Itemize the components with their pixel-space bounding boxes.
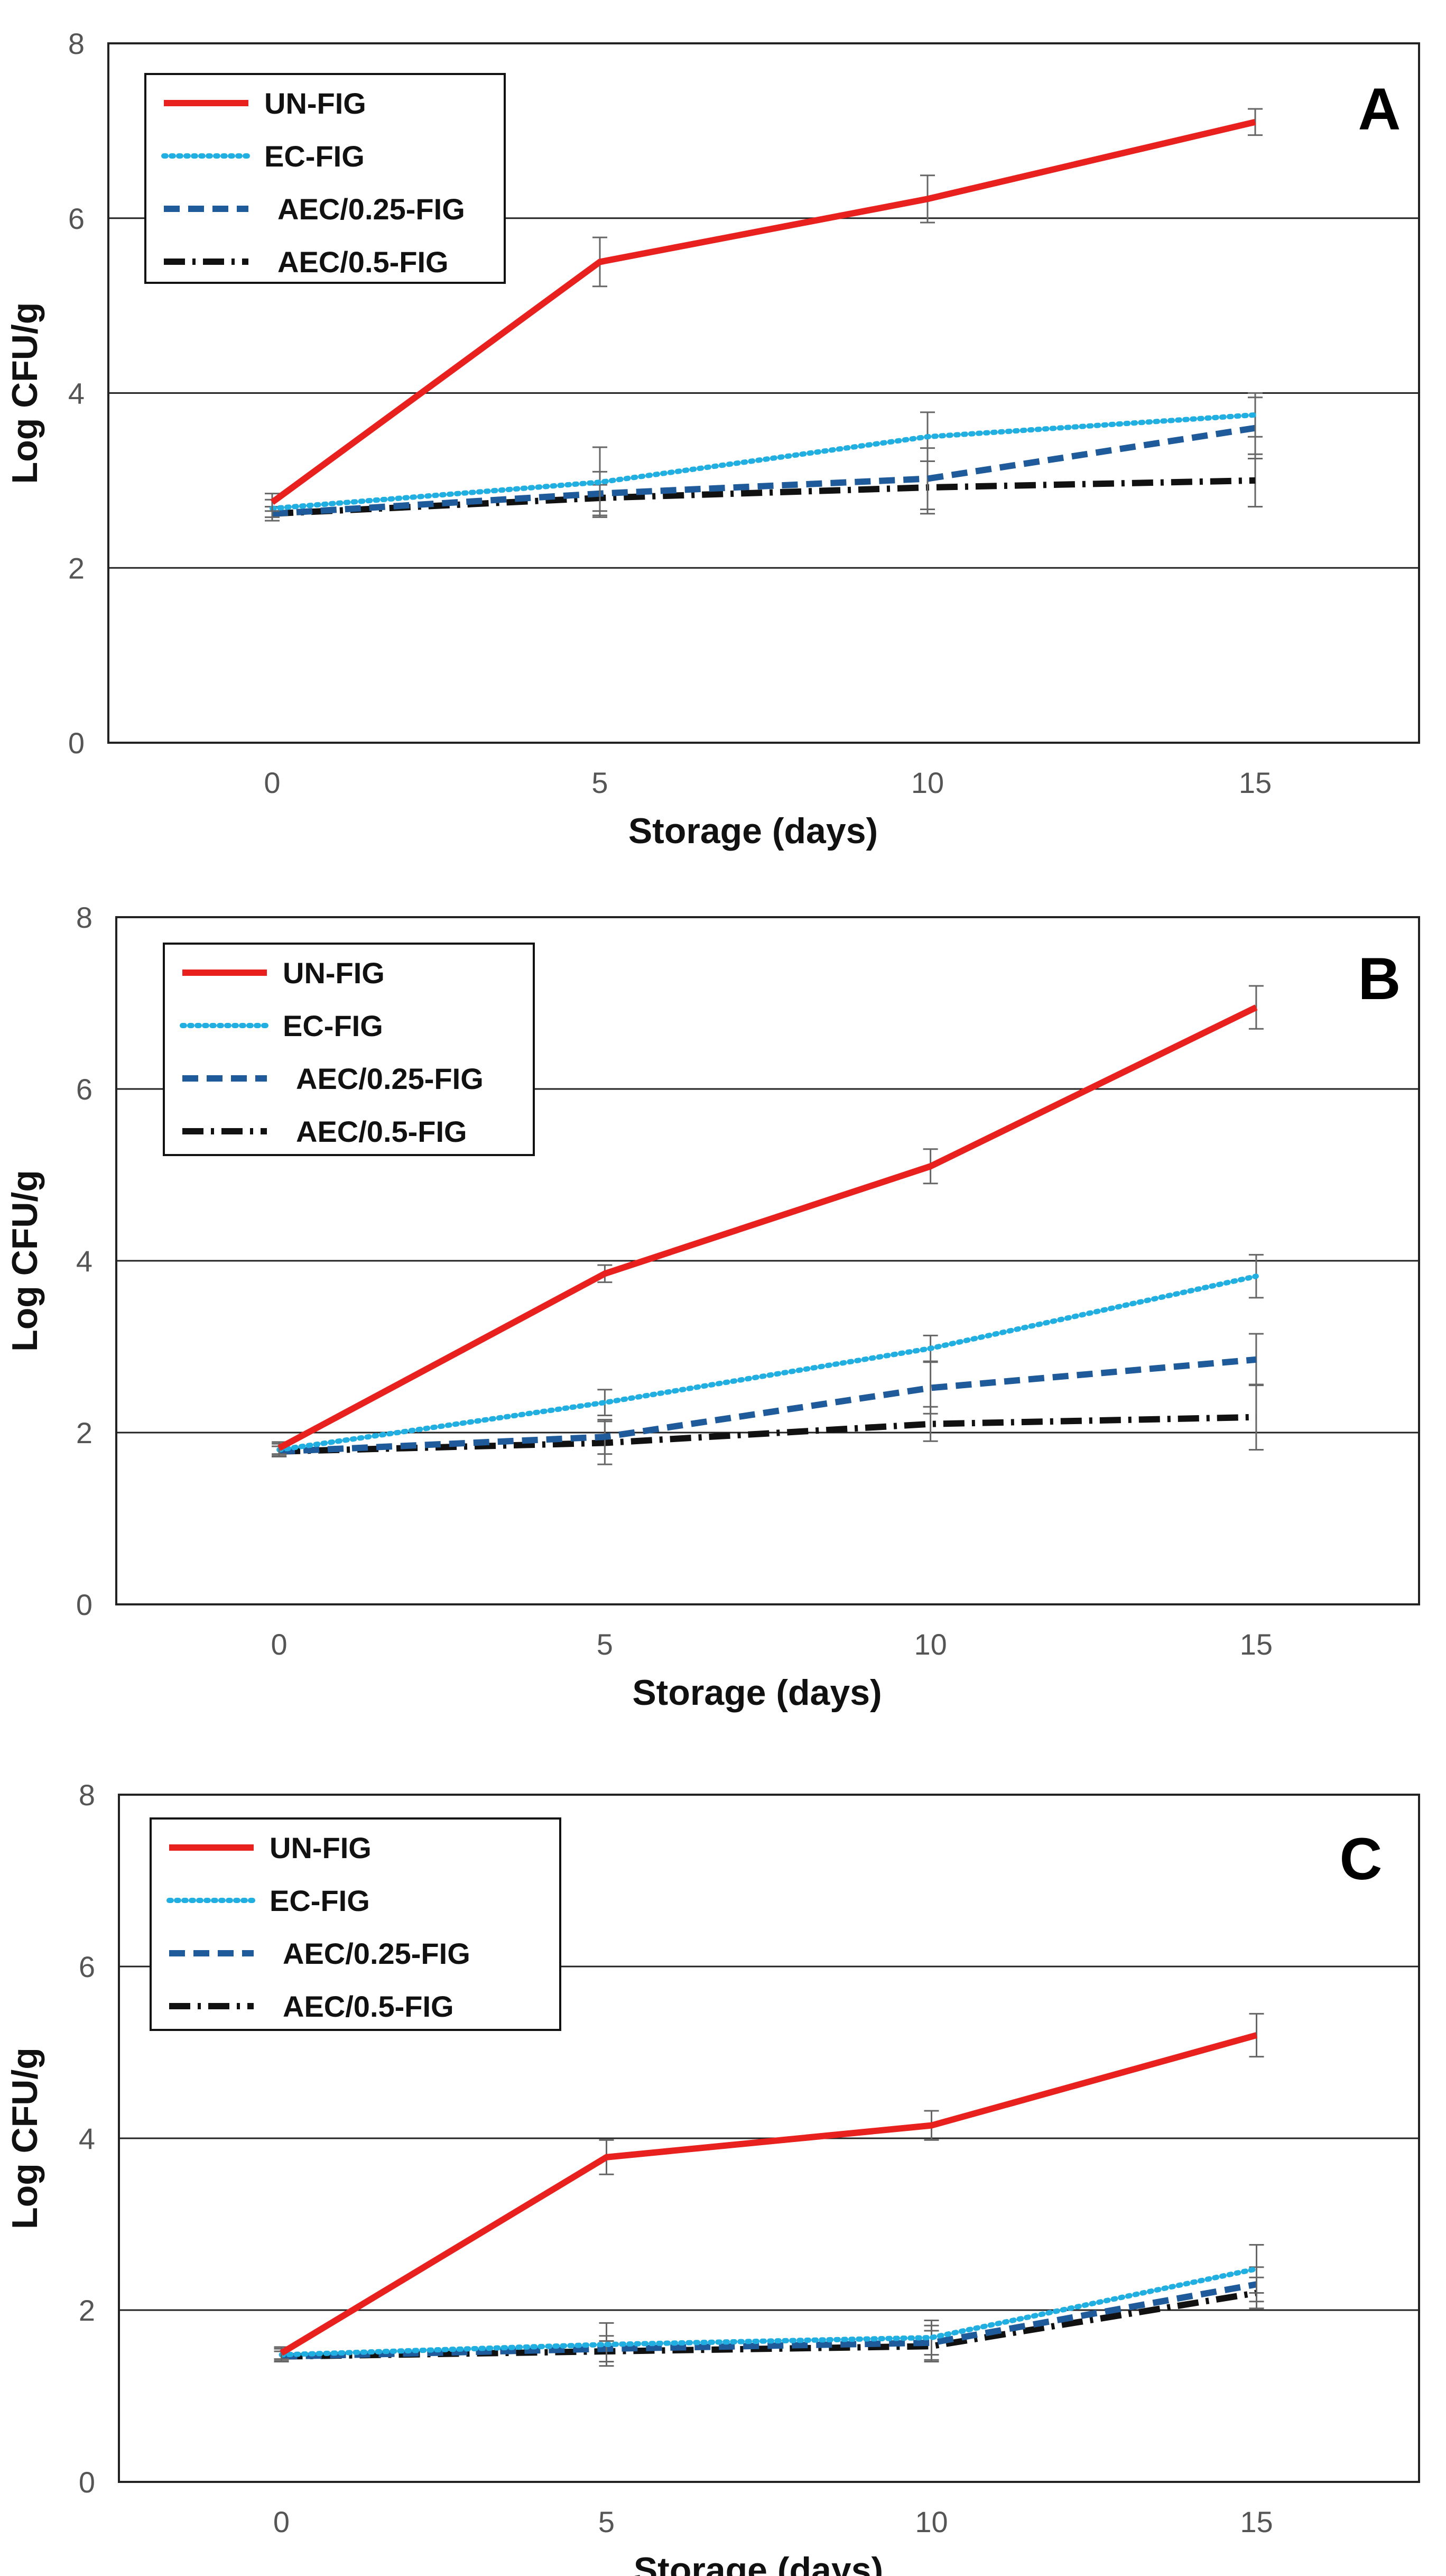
plot-frame (115, 916, 1420, 1605)
legend-label-aec-0-25-fig: AEC/0.25-FIG (283, 1937, 470, 1970)
legend-label-aec-0-25-fig: AEC/0.25-FIG (296, 1062, 484, 1095)
panel-a-chart: 0 2 4 6 8 0 5 10 15 Storage (days) Log CFU/g UN-FIG… (5, 27, 1420, 851)
y-tick-label: 0 (76, 1588, 92, 1621)
series-line-aec-0-25-fig (272, 424, 1256, 517)
y-tick-label: 6 (68, 202, 85, 235)
y-tick-label: 0 (68, 726, 85, 760)
y-tick-label: 8 (79, 1778, 95, 1812)
x-tick-label: 10 (915, 2505, 948, 2538)
x-tick-label: 0 (271, 1628, 288, 1661)
series-line-ec-fig (279, 2266, 1259, 2358)
y-tick-label: 8 (76, 901, 92, 934)
y-tick-label: 6 (79, 1950, 95, 1983)
legend-label-aec-0-5-fig: AEC/0.5-FIG (296, 1115, 467, 1148)
legend: UN-FIG EC-FIG AEC/0.25-FIG AEC/0.5-FIG (144, 73, 506, 284)
y-axis-label: Log CFU/g (5, 2047, 45, 2229)
series-line-ec-fig (276, 1273, 1259, 1453)
legend-label-ec-fig: EC-FIG (270, 1884, 370, 1917)
legend-label-un-fig: UN-FIG (264, 87, 366, 120)
series-line-aec-0-25-fig (281, 2281, 1257, 2360)
legend-box (163, 943, 535, 1156)
series-line-un-fig (280, 2032, 1258, 2356)
y-tick-label: 2 (76, 1416, 92, 1449)
x-tick-label: 0 (264, 766, 280, 799)
series-line-aec-0-25-fig (279, 1356, 1257, 1455)
series-line-ec-fig (270, 412, 1258, 511)
x-tick-label: 10 (914, 1628, 947, 1661)
x-axis-label: Storage (days) (632, 1673, 882, 1713)
y-tick-label: 2 (79, 2294, 95, 2327)
x-tick-label: 15 (1240, 2505, 1273, 2538)
legend-label-aec-0-25-fig: AEC/0.25-FIG (277, 192, 465, 226)
panel-c-chart: 0 2 4 6 8 0 5 10 15 Storage (days) Log CFU/g UN-FIG… (5, 1778, 1420, 2576)
y-axis-label: Log CFU/g (5, 302, 45, 484)
y-axis-label: Log CFU/g (5, 1170, 45, 1352)
panel-letter: A (1358, 76, 1401, 142)
y-tick-label: 8 (68, 27, 85, 60)
series-line-aec-0-5-fig (272, 477, 1256, 517)
x-tick-label: 15 (1240, 1628, 1273, 1661)
legend-label-ec-fig: EC-FIG (283, 1009, 383, 1042)
legend-label-ec-fig: EC-FIG (264, 140, 365, 173)
y-tick-label: 4 (76, 1244, 92, 1278)
x-tick-label: 5 (598, 2505, 615, 2538)
y-tick-label: 4 (68, 377, 85, 410)
series-line-un-fig (277, 1004, 1258, 1451)
legend-box (150, 1817, 561, 2031)
legend: UN-FIG EC-FIG AEC/0.25-FIG AEC/0.5-FIG (163, 943, 535, 1156)
legend-box (144, 73, 506, 284)
series-line-un-fig (270, 118, 1256, 505)
plot-frame (107, 42, 1420, 744)
plot-frame (118, 1794, 1420, 2483)
x-tick-label: 10 (911, 766, 944, 799)
y-tick-label: 4 (79, 2122, 95, 2155)
legend: UN-FIG EC-FIG AEC/0.25-FIG AEC/0.5-FIG (150, 1817, 561, 2031)
x-tick-label: 5 (591, 766, 608, 799)
x-tick-label: 5 (597, 1628, 613, 1661)
series-line-aec-0-5-fig (279, 1414, 1257, 1455)
y-tick-label: 6 (76, 1073, 92, 1106)
y-tick-label: 2 (68, 551, 85, 585)
legend-label-un-fig: UN-FIG (283, 956, 385, 990)
legend-label-aec-0-5-fig: AEC/0.5-FIG (283, 1990, 454, 2023)
x-tick-label: 15 (1239, 766, 1272, 799)
x-axis-label: Storage (days) (628, 811, 878, 851)
panel-b-chart: 0 2 4 6 8 0 5 10 15 Storage (days) Log CFU/g UN-FIG… (5, 901, 1420, 1713)
legend-label-un-fig: UN-FIG (270, 1831, 372, 1864)
legend-label-aec-0-5-fig: AEC/0.5-FIG (277, 245, 449, 279)
panel-letter: C (1340, 1826, 1383, 1892)
y-tick-label: 0 (79, 2466, 95, 2499)
x-tick-label: 0 (273, 2505, 290, 2538)
panel-letter: B (1358, 946, 1401, 1012)
x-axis-label: Storage (days) (634, 2550, 883, 2576)
